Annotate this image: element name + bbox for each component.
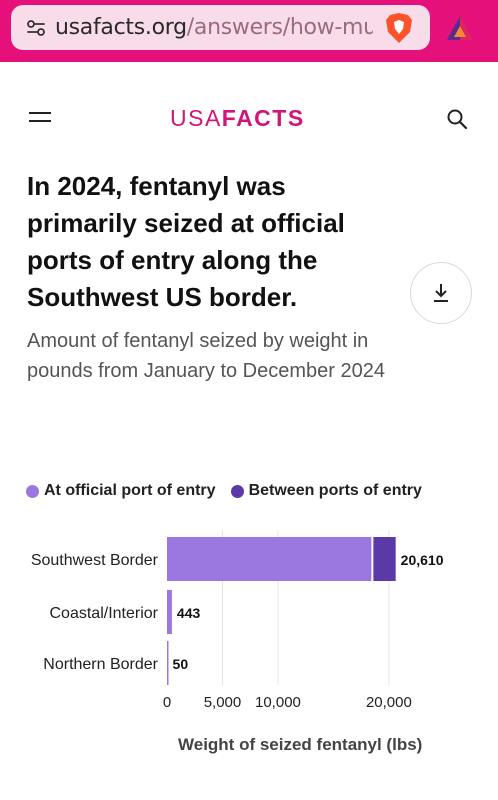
url-text[interactable]: usafacts.org/answers/how-much	[55, 15, 373, 40]
x-tick-label: 5,000	[204, 694, 242, 711]
legend-item-between-ports: Between ports of entry	[230, 482, 422, 500]
bar-at-port	[167, 537, 372, 581]
x-tick-label: 10,000	[255, 694, 301, 711]
legend-label-between-ports: Between ports of entry	[248, 482, 422, 499]
legend-item-at-port: At official port of entry	[26, 482, 216, 500]
brave-rewards-icon[interactable]	[445, 14, 475, 42]
usafacts-logo[interactable]: USAFACTS	[170, 105, 305, 132]
x-axis-title: Weight of seized fentanyl (lbs)	[178, 735, 423, 754]
download-button[interactable]	[410, 262, 472, 324]
brave-shields-icon[interactable]	[384, 12, 414, 44]
url-host: usafacts.org	[55, 15, 187, 40]
category-label: Southwest Border	[31, 552, 159, 569]
site-settings-icon[interactable]	[25, 17, 47, 39]
menu-icon[interactable]	[29, 112, 51, 126]
category-label: Coastal/Interior	[50, 605, 159, 622]
bar-at-port	[167, 590, 172, 634]
legend-swatch-between-ports	[230, 484, 244, 498]
bar-chart: Southwest Border 20,610 Coastal/Interior 44…	[31, 530, 444, 711]
bar-at-port	[167, 641, 169, 685]
chart-legend: At official port of entry Between ports …	[26, 482, 437, 500]
data-label: 50	[173, 656, 189, 672]
chart-subtitle: Amount of fentanyl seized by weight in p…	[27, 330, 385, 382]
url-path: /answers/how-much	[186, 15, 373, 40]
legend-swatch-at-port	[26, 484, 39, 498]
bar-between-ports	[373, 537, 396, 581]
search-icon[interactable]	[446, 108, 468, 130]
data-label: 20,610	[401, 552, 444, 568]
category-label: Northern Border	[43, 656, 158, 673]
address-bar[interactable]: usafacts.org/answers/how-much	[11, 5, 430, 50]
page-title: In 2024, fentanyl was primarily seized a…	[27, 171, 345, 312]
download-icon	[434, 284, 448, 302]
legend-label-at-port: At official port of entry	[44, 482, 216, 499]
x-tick-label: 20,000	[366, 694, 412, 711]
x-tick-label: 0	[163, 694, 171, 711]
browser-toolbar: usafacts.org/answers/how-much	[0, 0, 498, 62]
logo-bold: FACTS	[221, 105, 305, 131]
data-label: 443	[177, 605, 201, 621]
logo-regular: USA	[170, 105, 222, 131]
